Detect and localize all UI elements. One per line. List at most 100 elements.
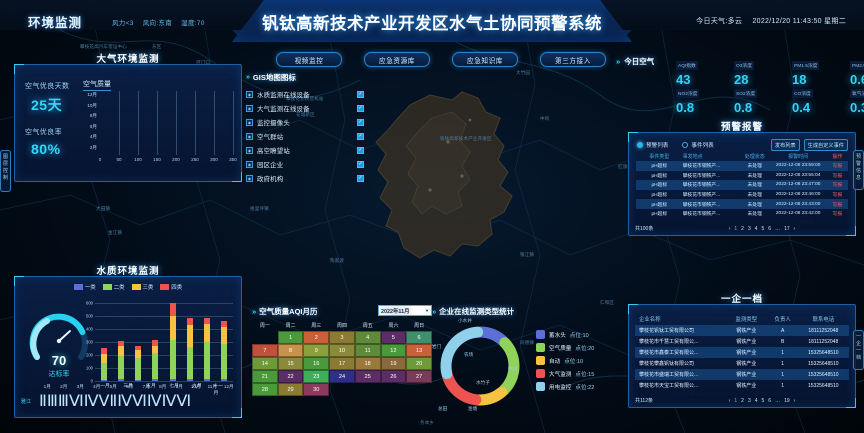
gis-layer-item[interactable]: ◉ 监控摄像头 ✓ [246, 115, 364, 129]
donut-segment[interactable] [474, 326, 509, 347]
table-row[interactable]: pH超标 攀枝花市钢铁产... 未处理 2022-12-08 23:55:04 写报 [636, 171, 848, 181]
table-row[interactable]: 攀枝花攀鑫钒钛有限公司 钢铁产业 1 15325648510 [635, 358, 849, 369]
page-number-button[interactable]: 2 [741, 225, 744, 232]
right-rail-enterprise[interactable]: 一企一档 [853, 330, 864, 370]
checkbox-icon[interactable]: ✓ [357, 174, 364, 182]
calendar-day-cell[interactable]: 17 [329, 357, 355, 370]
gis-layer-item[interactable]: ◉ 政府机构 ✓ [246, 171, 364, 185]
calendar-day-cell[interactable]: 5 [380, 331, 407, 344]
cell-action[interactable]: 写报 [832, 212, 843, 218]
table-row[interactable]: pH超标 攀枝花市钢铁产... 未处理 2022-12-08 23:42:00 写报 [636, 209, 848, 219]
calendar-day-cell[interactable]: 30 [303, 383, 330, 396]
page-number-button[interactable]: 2 [741, 397, 744, 404]
gis-layer-item[interactable]: ◉ 高空瞭望站 ✓ [246, 143, 364, 157]
checkbox-icon[interactable]: ✓ [357, 90, 364, 98]
calendar-day-cell[interactable]: 1 [277, 331, 304, 344]
prev-page-button[interactable]: ‹ [728, 397, 731, 404]
cell-action[interactable]: 写报 [832, 202, 843, 208]
donut-legend-item[interactable]: 用电监控 点位:22 [536, 380, 594, 393]
page-number-button[interactable]: 6 [768, 225, 772, 232]
calendar-day-cell[interactable]: 10 [329, 344, 355, 357]
gis-layer-item[interactable]: ◉ 空气群站 ✓ [246, 129, 364, 143]
calendar-day-cell[interactable]: 8 [277, 344, 304, 357]
calendar-day-cell[interactable]: 13 [406, 344, 432, 357]
calendar-day-cell[interactable]: 20 [406, 357, 432, 370]
calendar-day-cell[interactable]: 29 [277, 383, 304, 396]
page-number-button[interactable]: 4 [754, 397, 758, 404]
donut-segment[interactable] [472, 386, 508, 406]
donut-legend-item[interactable]: 蓄水头 点位:10 [536, 328, 594, 341]
table-row[interactable]: 攀枝花市盛瑞工贸有限公... 钢铁产业 1 15325648510 [635, 369, 849, 380]
page-number-button[interactable]: 5 [761, 225, 765, 232]
calendar-day-cell[interactable]: 14 [252, 357, 278, 370]
cell-action[interactable]: 写报 [832, 173, 843, 179]
calendar-day-cell[interactable]: 12 [380, 344, 407, 357]
donut-legend-item[interactable]: 自动 点位:10 [536, 354, 594, 367]
calendar-day-cell[interactable]: 16 [303, 357, 330, 370]
calendar-day-cell[interactable]: 28 [252, 383, 278, 396]
calendar-day-cell[interactable]: 6 [406, 331, 432, 344]
calendar-day-cell[interactable]: 21 [252, 370, 278, 383]
donut-segment[interactable] [498, 337, 520, 397]
gis-layer-item[interactable]: ◉ 大气监测在线设备 ✓ [246, 101, 364, 115]
page-number-button[interactable]: … [775, 225, 781, 232]
prev-page-button[interactable]: ‹ [728, 225, 731, 232]
calendar-day-cell[interactable]: 25 [354, 370, 381, 383]
radio-event-list[interactable]: 事件列表 [682, 141, 714, 149]
page-number-button[interactable]: 5 [761, 397, 765, 404]
calendar-day-cell[interactable]: 22 [277, 370, 304, 383]
tab-third-party-access[interactable]: 第三方接入 [540, 52, 606, 67]
next-page-button[interactable]: › [793, 397, 796, 404]
publish-list-button[interactable]: 发布列表 [770, 139, 800, 151]
gis-layer-item[interactable]: ◉ 园区企业 ✓ [246, 157, 364, 171]
table-row[interactable]: 攀枝花市天宝工贸有限公... 钢铁产业 1 15325648510 [635, 380, 849, 391]
table-row[interactable]: 攀枝花市千慧工贸有限公... 钢铁产业 B 18111252048 [635, 336, 849, 347]
table-row[interactable]: 攀枝花市鑫泰工贸有限公... 钢铁产业 1 15325648510 [635, 347, 849, 358]
calendar-day-cell[interactable]: 26 [380, 370, 407, 383]
donut-legend-item[interactable]: 空气质量 点位:20 [536, 341, 594, 354]
legend-item[interactable]: 三类 [131, 283, 153, 291]
calendar-day-cell[interactable]: 11 [354, 344, 381, 357]
tab-emergency-resources[interactable]: 应急资源库 [364, 52, 430, 67]
calendar-day-cell[interactable]: 27 [406, 370, 432, 383]
checkbox-icon[interactable]: ✓ [357, 132, 364, 140]
tab-video-monitor[interactable]: 视频监控 [276, 52, 342, 67]
page-number-button[interactable]: 6 [768, 397, 772, 404]
create-custom-event-button[interactable]: 生成自定义事件 [803, 139, 848, 151]
gis-layer-item[interactable]: ◉ 水质监测在线设备 ✓ [246, 87, 364, 101]
checkbox-icon[interactable]: ✓ [357, 104, 364, 112]
page-number-button[interactable]: 17 [784, 225, 790, 232]
checkbox-icon[interactable]: ✓ [357, 160, 364, 168]
table-row[interactable]: pH超标 攀枝花市钢铁产... 未处理 2022-12-08 23:47:00 写报 [636, 180, 848, 190]
calendar-day-cell[interactable]: 19 [380, 357, 407, 370]
donut-segment[interactable] [441, 370, 482, 406]
calendar-day-cell[interactable]: 3 [329, 331, 355, 344]
donut-legend-item[interactable]: 大气监测 点位:15 [536, 367, 594, 380]
table-row[interactable]: pH超标 攀枝花市钢铁产... 未处理 2022-12-08 23:59:00 写报 [636, 161, 848, 171]
right-rail-warning[interactable]: 预警信息 [853, 150, 864, 190]
next-page-button[interactable]: › [793, 225, 796, 232]
calendar-day-cell[interactable]: 9 [303, 344, 330, 357]
calendar-day-cell[interactable]: 24 [329, 370, 355, 383]
cell-action[interactable]: 写报 [832, 183, 843, 189]
cell-action[interactable]: 写报 [832, 193, 843, 199]
calendar-day-cell[interactable]: 7 [252, 344, 278, 357]
calendar-day-cell[interactable]: 23 [303, 370, 330, 383]
legend-item[interactable]: 四类 [160, 283, 182, 291]
donut-segment[interactable] [440, 326, 484, 380]
page-number-button[interactable]: 19 [784, 397, 790, 404]
legend-item[interactable]: 一类 [73, 283, 96, 291]
left-rail-layer-control[interactable]: 图层控制 [0, 150, 11, 192]
page-number-button[interactable]: 3 [747, 225, 751, 232]
page-number-button[interactable]: 3 [747, 397, 751, 404]
page-number-button[interactable]: 4 [754, 225, 758, 232]
page-number-button[interactable]: 1 [734, 225, 738, 232]
page-number-button[interactable]: 1 [734, 397, 738, 404]
calendar-day-cell[interactable]: 18 [354, 357, 381, 370]
tab-emergency-knowledge[interactable]: 应急知识库 [452, 52, 518, 67]
table-row[interactable]: 攀枝花钒钛工贸有限公司 钢铁产业 A 18111252048 [635, 325, 849, 336]
cell-action[interactable]: 写报 [832, 164, 843, 170]
calendar-day-cell[interactable]: 4 [354, 331, 381, 344]
legend-item[interactable]: 二类 [102, 283, 125, 291]
calendar-day-cell[interactable]: 15 [277, 357, 304, 370]
